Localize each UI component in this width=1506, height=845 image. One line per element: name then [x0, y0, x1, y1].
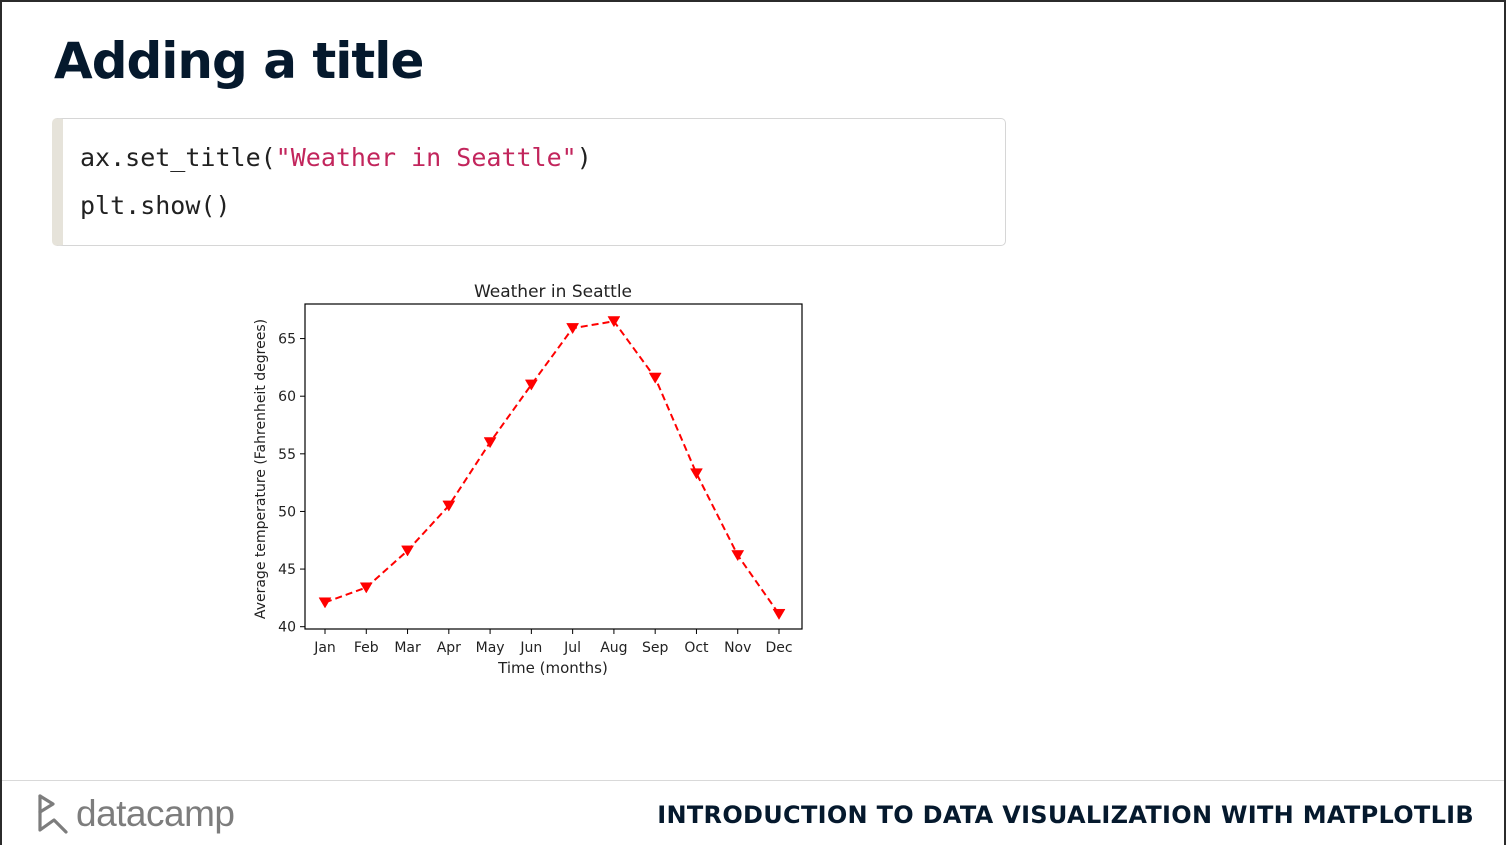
y-axis: 40 45 50 55 60 65 — [278, 332, 305, 636]
y-tick-label: 45 — [278, 562, 296, 578]
x-tick-label: Sep — [642, 640, 669, 656]
data-point-marker — [731, 550, 745, 562]
code-line-2: plt.show() — [80, 191, 231, 220]
data-point-marker — [359, 582, 373, 594]
course-title: INTRODUCTION TO DATA VISUALIZATION WITH … — [657, 801, 1474, 829]
code-string: "Weather in Seattle" — [275, 143, 577, 172]
brand-name: datacamp — [76, 793, 235, 834]
slide-title: Adding a title — [54, 32, 424, 90]
x-tick-label: Aug — [600, 640, 627, 656]
x-tick-label: Nov — [724, 640, 751, 656]
x-axis: Jan Feb Mar Apr May Jun Jul Aug Sep Oct Nov Dec — [313, 629, 793, 656]
x-tick-label: Dec — [765, 640, 792, 656]
y-tick-label: 55 — [278, 447, 296, 463]
y-tick-label: 60 — [278, 389, 296, 405]
data-point-marker — [690, 468, 703, 480]
series-layer — [318, 316, 786, 620]
x-tick-label: Jul — [563, 640, 581, 656]
data-point-marker — [318, 597, 332, 609]
x-tick-label: Jun — [519, 640, 542, 656]
plot-frame — [304, 303, 803, 630]
y-axis-label: Average temperature (Fahrenheit degrees) — [253, 319, 269, 619]
series-line — [324, 320, 780, 615]
x-tick-label: Oct — [684, 640, 709, 656]
data-point-marker — [483, 437, 497, 449]
line-chart: Weather in Seattle 40 45 50 55 60 65 Jan Feb Ma… — [253, 282, 803, 677]
data-point-marker — [772, 608, 786, 620]
code-line-1: ax.set_title("Weather in Seattle") — [80, 143, 592, 172]
data-point-marker — [607, 316, 621, 328]
code-call: ax.set_title( — [80, 143, 276, 172]
datacamp-logo-icon — [38, 794, 68, 834]
chart-title: Weather in Seattle — [474, 282, 632, 302]
data-point-marker — [566, 323, 580, 335]
x-axis-label: Time (months) — [497, 659, 608, 677]
y-tick-label: 50 — [278, 504, 296, 520]
data-point-marker — [524, 379, 538, 391]
y-tick-label: 40 — [278, 620, 296, 636]
data-point-marker — [401, 545, 414, 557]
data-point-marker — [648, 372, 662, 384]
x-tick-label: Apr — [437, 640, 461, 656]
x-tick-label: May — [476, 640, 505, 656]
code-block: ax.set_title("Weather in Seattle") plt.s… — [52, 118, 1006, 246]
x-tick-label: Mar — [394, 640, 421, 656]
datacamp-logo: datacamp — [36, 792, 235, 836]
data-point-marker — [442, 500, 456, 512]
y-tick-label: 65 — [278, 332, 296, 348]
code-paren: ) — [576, 143, 592, 172]
x-tick-label: Jan — [313, 640, 336, 656]
footer-divider — [2, 780, 1504, 781]
x-tick-label: Feb — [354, 640, 379, 656]
